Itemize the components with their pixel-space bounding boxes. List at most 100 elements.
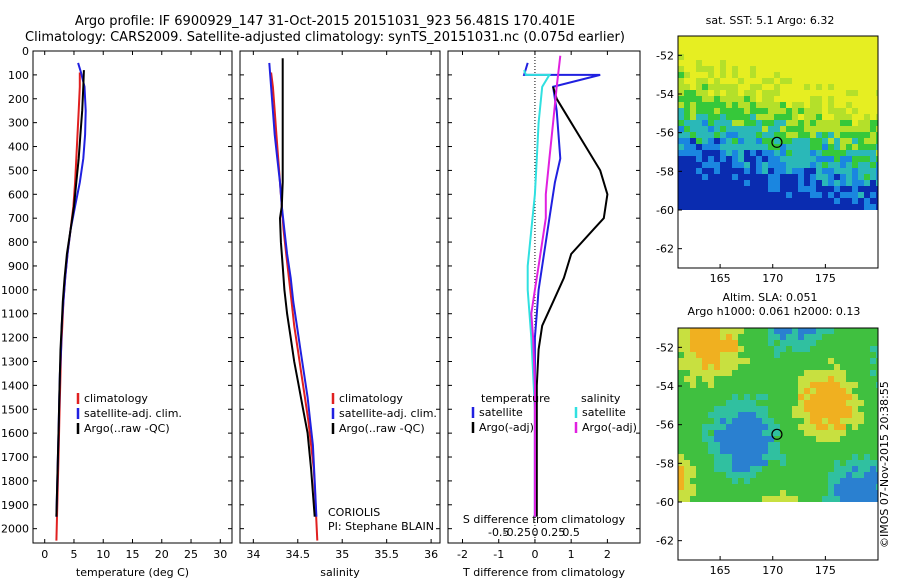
sst-map-cell — [762, 108, 768, 114]
sst-map-cell — [756, 186, 762, 192]
sla-map-cell — [714, 454, 720, 460]
sla-map-cell — [834, 478, 840, 484]
sla-map-cell — [774, 496, 780, 502]
sst-map-cell — [822, 114, 828, 120]
sst-map-cell — [780, 126, 786, 132]
sst-map-cell — [750, 90, 756, 96]
sst-map-cell — [858, 90, 864, 96]
sla-map-cell — [696, 496, 702, 502]
sst-map-cell — [768, 102, 774, 108]
sst-map-cell — [750, 150, 756, 156]
sst-map-cell — [792, 72, 798, 78]
sla-map-cell — [834, 448, 840, 454]
sst-map-cell — [816, 168, 822, 174]
sst-map-cell — [738, 198, 744, 204]
sla-map-cell — [798, 400, 804, 406]
sla-map-cell — [768, 454, 774, 460]
sla-map-cell — [876, 454, 878, 460]
sst-map-cell — [756, 78, 762, 84]
sst-map-cell — [696, 108, 702, 114]
sla-map-cell — [822, 424, 828, 430]
x-tick-label: 30 — [213, 548, 227, 561]
sla-map-cell — [714, 400, 720, 406]
sla-map-cell — [750, 484, 756, 490]
sst-map-cell — [768, 90, 774, 96]
sst-map-cell — [828, 192, 834, 198]
sst-map-cell — [720, 204, 726, 210]
sla-map-cell — [828, 418, 834, 424]
sla-map-cell — [678, 436, 684, 442]
sla-map-cell — [870, 370, 876, 376]
sst-map-cell — [828, 96, 834, 102]
sst-map-cell — [678, 150, 684, 156]
sla-map-cell — [846, 418, 852, 424]
sst-map-cell — [684, 54, 690, 60]
sst-map-cell — [864, 84, 870, 90]
sla-map-cell — [852, 484, 858, 490]
sst-map-cell — [678, 186, 684, 192]
sst-map-cell — [798, 150, 804, 156]
sla-map-cell — [822, 382, 828, 388]
sla-map-cell — [858, 412, 864, 418]
sla-map-cell — [780, 388, 786, 394]
sla-map-cell — [708, 352, 714, 358]
sla-map-cell — [744, 478, 750, 484]
sst-map-cell — [678, 48, 684, 54]
sst-map-cell — [822, 138, 828, 144]
sst-map-cell — [726, 96, 732, 102]
sla-map-cell — [858, 394, 864, 400]
sla-map-cell — [840, 424, 846, 430]
lat-tick-label: -58 — [656, 165, 674, 178]
sst-map-cell — [834, 102, 840, 108]
sst-map-cell — [792, 66, 798, 72]
sst-map-cell — [792, 132, 798, 138]
sst-map-cell — [756, 168, 762, 174]
sla-map-cell — [732, 340, 738, 346]
sla-map-cell — [786, 490, 792, 496]
sla-map-cell — [702, 334, 708, 340]
sst-map-cell — [810, 132, 816, 138]
sla-map-cell — [756, 442, 762, 448]
sst-map-cell — [858, 96, 864, 102]
x-tick-label: 36 — [424, 548, 438, 561]
sst-map-cell — [714, 72, 720, 78]
sst-map-cell — [744, 174, 750, 180]
sst-map-cell — [870, 108, 876, 114]
sst-map-cell — [702, 66, 708, 72]
lat-tick-label: -56 — [656, 127, 674, 140]
sst-map-cell — [762, 78, 768, 84]
sla-map-cell — [750, 478, 756, 484]
sst-map-cell — [858, 156, 864, 162]
sst-map-cell — [810, 192, 816, 198]
sst-map-cell — [708, 36, 714, 42]
sst-map-cell — [834, 204, 840, 210]
sla-map-cell — [750, 388, 756, 394]
sla-map-cell — [870, 346, 876, 352]
sst-map-cell — [840, 78, 846, 84]
sla-map-cell — [870, 478, 876, 484]
sla-map-cell — [852, 352, 858, 358]
sst-map-cell — [702, 120, 708, 126]
sla-map-cell — [828, 406, 834, 412]
sst-map-cell — [726, 156, 732, 162]
sla-map-cell — [840, 334, 846, 340]
sst-map-cell — [846, 48, 852, 54]
sst-map-cell — [810, 96, 816, 102]
sla-map-cell — [750, 346, 756, 352]
lon-tick-label: 175 — [815, 272, 836, 285]
sst-map-cell — [720, 66, 726, 72]
sst-map-cell — [786, 144, 792, 150]
sst-map-cell — [876, 36, 878, 42]
sla-map-cell — [738, 406, 744, 412]
sla-map-cell — [864, 466, 870, 472]
sst-map-cell — [732, 132, 738, 138]
sla-map-cell — [774, 328, 780, 334]
sst-map-cell — [738, 186, 744, 192]
x-tick-label: 1 — [568, 548, 575, 561]
sla-map-cell — [714, 352, 720, 358]
sst-map-cell — [828, 138, 834, 144]
sla-map-cell — [720, 460, 726, 466]
sst-map-cell — [858, 60, 864, 66]
sst-map-cell — [678, 204, 684, 210]
top-x-tick-label: -0.25 — [503, 526, 531, 539]
